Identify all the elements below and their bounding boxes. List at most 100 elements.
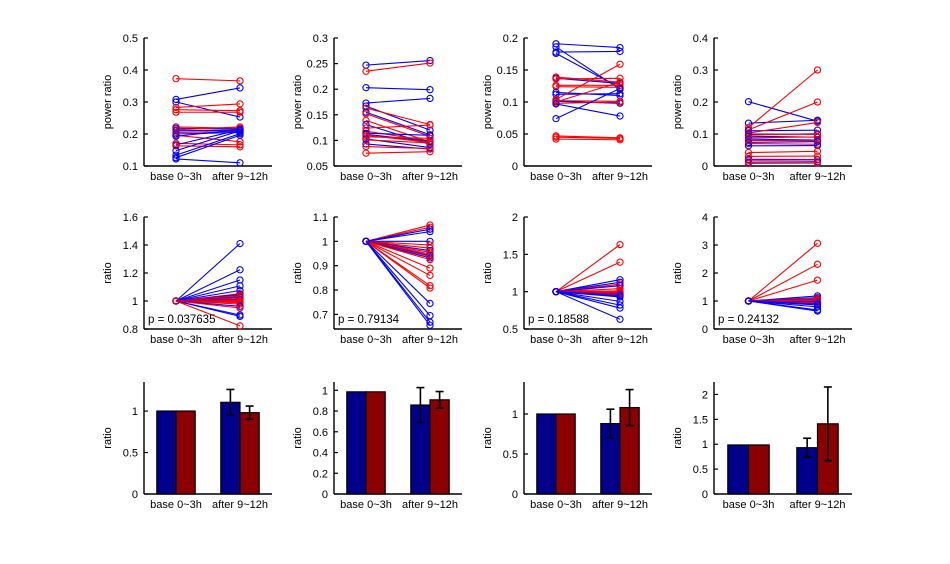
chart-panel-row3-col3: 0 0.5 1 ratio base 0~3h after 9~12h [476,370,666,530]
data-point-marker [362,84,370,92]
x-tick-label: after 9~12h [592,499,648,511]
data-point-marker [426,299,434,308]
bar-group [346,386,450,495]
data-point-marker [552,100,560,108]
y-axis-label: power ratio [292,75,304,129]
series-line [555,88,621,120]
data-point-marker [744,139,753,148]
y-tick-label: 1.5 [693,414,708,426]
error-bar [245,405,254,421]
series-line [555,291,621,302]
y-tick-label: 0.6 [313,427,328,439]
data-point-marker [813,276,822,284]
data-point-marker [426,237,434,245]
data-point-marker [236,239,244,248]
y-tick-label: 0 [512,489,518,501]
chart-panel-row3-col2: 0 0.2 0.4 0.6 0.8 1 ratio base 0~3h after 9~12h [286,370,476,530]
series-line [555,76,621,83]
y-tick-label: 0.25 [307,59,328,71]
series-line [748,129,818,132]
series-line [748,119,818,124]
series-line [748,133,818,136]
y-axis-ticks: 00.51 [503,409,528,501]
series-line [555,291,621,320]
y-axis-label: power ratio [672,75,684,129]
data-point-marker [813,159,822,167]
series-line [748,101,818,131]
series-line [748,136,818,139]
series-line [175,103,241,108]
series-line [748,141,818,143]
y-axis-ticks: 0.5 1 1.5 2 [503,212,528,336]
y-axis-ticks: 0 0.2 0.4 0.6 0.8 1 [313,385,338,501]
data-point-marker [744,98,753,106]
series-line [175,126,241,131]
series-line [365,62,431,72]
series-line [175,133,241,156]
x-axis-ticks: base 0~3h after 9~12h [530,499,648,511]
y-axis-label: ratio [672,262,684,283]
bar-red [555,413,576,495]
series-line [555,81,621,103]
y-axis-label: ratio [102,427,114,448]
series-line [365,240,431,261]
x-axis-ticks: base 0~3h after 9~12h [530,171,648,183]
y-axis-ticks: 0 0.1 0.2 0.3 0.4 [693,33,718,173]
y-axis-label: ratio [672,427,684,448]
y-axis-ticks: 0 0.5 1 1.5 2 [693,389,718,501]
series-line [555,138,621,141]
series-group [172,239,244,330]
series-line [175,87,241,100]
data-point-marker [426,311,434,320]
series-line [175,130,241,133]
axes [713,38,852,167]
x-tick-label: after 9~12h [212,499,268,511]
p-value-annotation: p = 0.24132 [718,314,779,326]
series-line [555,86,621,88]
series-line [555,101,621,104]
chart-panel-row3-col1: 0 0.5 1 ratio base 0~3h after 9~12h [96,370,286,530]
data-point-marker [362,237,370,245]
y-axis-ticks: 0.8 1 1.2 1.4 1.6 [123,212,148,336]
data-point-marker [616,90,624,98]
data-point-marker [616,136,624,144]
data-point-marker [236,131,244,139]
data-point-marker [236,108,244,116]
chart-panel-row2-col3: 0.5 1 1.5 2 ratio base 0~3h after 9~12h p = 0.1… [476,205,666,365]
y-tick-label: 0.15 [497,65,518,77]
y-tick-label: 1.1 [313,212,328,224]
bar-blue [346,391,367,495]
y-tick-label: 0.05 [307,161,328,173]
y-tick-label: 0 [132,489,138,501]
y-tick-label: 0.4 [313,448,328,460]
y-tick-label: 1 [512,409,518,421]
y-axis-label: ratio [482,262,494,283]
data-point-marker [236,84,244,92]
bar-red [365,391,386,495]
y-tick-label: 1 [702,296,708,308]
data-point-marker [616,47,624,56]
y-axis-label: ratio [292,427,304,448]
error-bar [625,388,634,427]
bar-group [727,386,839,495]
data-point-marker [172,74,180,83]
series-line [175,300,241,327]
data-point-marker [236,282,244,290]
x-tick-label: after 9~12h [790,334,846,346]
data-point-marker [172,132,180,140]
series-line [365,136,431,139]
series-line [175,279,241,302]
y-tick-label: 0.8 [123,324,138,336]
x-axis-ticks: base 0~3h after 9~12h [723,171,846,183]
chart-panel-row2-col2: 0.7 0.8 0.9 1 1.1 ratio base 0~3h after 9~12h p … [286,205,476,365]
x-tick-label: base 0~3h [150,499,202,511]
y-tick-label: 4 [702,212,708,224]
y-axis-ticks: 0 0.05 0.1 0.15 0.2 [497,33,528,173]
data-point-marker [616,60,624,68]
data-point-marker [362,104,370,112]
error-bar [823,386,832,462]
series-line [365,145,431,150]
series-line [555,244,621,293]
data-point-marker [426,284,434,292]
bar-group [536,388,640,495]
